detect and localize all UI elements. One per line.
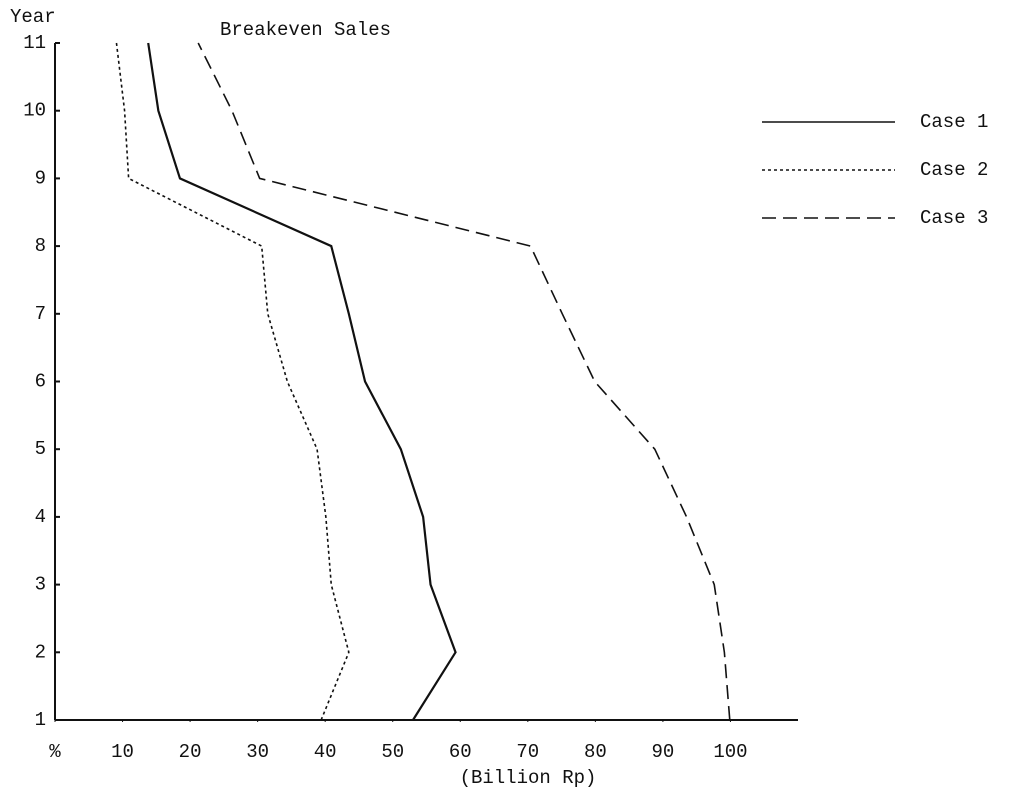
y-tick-label: 6 <box>35 371 46 393</box>
x-tick-label: 80 <box>584 741 607 763</box>
y-tick-label: 10 <box>23 100 46 122</box>
y-tick-label: 1 <box>35 709 46 731</box>
x-tick-label: % <box>49 741 61 763</box>
x-tick-label: 100 <box>713 741 747 763</box>
x-tick-label: 30 <box>246 741 269 763</box>
legend-label: Case 1 <box>920 111 988 133</box>
x-tick-label: 90 <box>652 741 675 763</box>
x-tick-label: 10 <box>111 741 134 763</box>
y-tick-label: 4 <box>35 506 46 528</box>
y-axis-label: Year <box>10 6 56 28</box>
x-tick-label: 50 <box>381 741 404 763</box>
series-line <box>147 42 457 721</box>
legend-label: Case 2 <box>920 159 988 181</box>
series-line <box>197 42 731 721</box>
y-tick-label: 11 <box>23 32 46 54</box>
x-tick-label: 60 <box>449 741 472 763</box>
x-axis-label: (Billion Rp) <box>460 767 597 789</box>
y-tick-label: 3 <box>35 574 46 596</box>
x-tick-label: 70 <box>516 741 539 763</box>
chart-title: Breakeven Sales <box>220 19 391 41</box>
series-line <box>115 42 350 721</box>
y-tick-label: 9 <box>35 167 46 189</box>
y-tick-label: 2 <box>35 641 46 663</box>
y-tick-label: 8 <box>35 235 46 257</box>
y-tick-label: 5 <box>35 438 46 460</box>
x-tick-label: 20 <box>179 741 202 763</box>
y-tick-label: 7 <box>35 303 46 325</box>
legend-label: Case 3 <box>920 207 988 229</box>
x-tick-label: 40 <box>314 741 337 763</box>
